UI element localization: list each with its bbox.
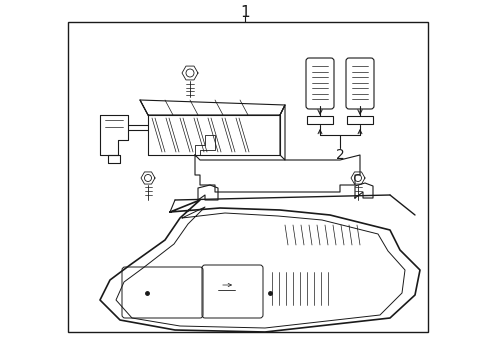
FancyBboxPatch shape bbox=[306, 58, 334, 109]
Bar bbox=[307, 116, 333, 124]
Bar bbox=[347, 116, 373, 124]
Bar bbox=[68, 22, 428, 332]
Text: 2: 2 bbox=[336, 148, 344, 162]
Text: 1: 1 bbox=[240, 5, 250, 19]
FancyBboxPatch shape bbox=[346, 58, 374, 109]
